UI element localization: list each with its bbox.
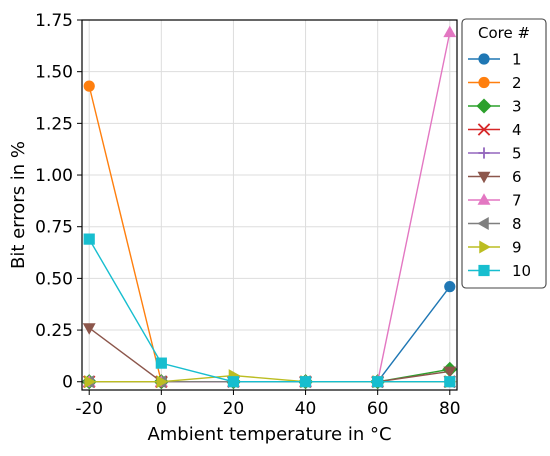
x-tick-label: 40: [295, 399, 317, 419]
legend-item-10: 10: [468, 262, 531, 280]
legend-marker: [478, 264, 490, 277]
legend-marker: [478, 76, 490, 89]
legend-item-5: 5: [468, 145, 522, 163]
data-point: [444, 376, 456, 388]
legend-marker: [479, 240, 491, 254]
legend-item-3: 3: [468, 98, 522, 116]
plot-frame: [81, 19, 458, 391]
legend-marker: [477, 193, 491, 205]
legend-item-8: 8: [468, 215, 522, 233]
legend-label: 3: [512, 98, 522, 116]
y-axis-label: Bit errors in %: [8, 141, 29, 269]
y-tick-label: 0: [62, 373, 73, 393]
legend-item-7: 7: [468, 192, 522, 210]
legend-marker: [477, 123, 491, 136]
legend-label: 4: [512, 121, 522, 139]
legend-label: 9: [512, 239, 522, 257]
series-10: [83, 233, 456, 388]
y-tick-label: 0.75: [35, 218, 73, 238]
series-7: [82, 25, 457, 387]
x-tick-label: 20: [223, 399, 245, 419]
legend-item-6: 6: [468, 168, 522, 186]
legend-marker: [478, 53, 490, 65]
plot-series: [81, 25, 458, 390]
x-tick-label: 0: [156, 399, 167, 419]
legend-label: 10: [512, 262, 531, 280]
legend-marker: [476, 98, 492, 114]
grid: [82, 19, 457, 390]
y-tick-label: 1.75: [35, 11, 73, 31]
series-2: [83, 80, 456, 388]
x-tick-label: -20: [75, 399, 103, 419]
legend-label: 7: [512, 192, 522, 210]
data-point: [443, 25, 457, 38]
x-axis-label: Ambient temperature in °C: [147, 424, 391, 445]
data-point: [444, 281, 456, 293]
y-tick-label: 0.25: [35, 321, 73, 341]
y-tick-label: 1.50: [35, 63, 73, 83]
data-point: [83, 233, 95, 245]
data-point: [156, 375, 169, 389]
legend-marker: [477, 217, 489, 230]
data-point: [82, 323, 96, 335]
legend-item-9: 9: [468, 239, 522, 257]
legend-items: 1 2 3 4 5 6 7 8 9 10: [468, 51, 531, 280]
series-1: [83, 281, 456, 388]
series-line: [88, 85, 450, 383]
data-point: [372, 376, 384, 388]
legend-item-4: 4: [468, 121, 522, 139]
data-point: [299, 376, 312, 388]
y-tick-label: 1.25: [35, 114, 73, 134]
y-tick-label: 1.00: [35, 166, 73, 186]
data-point: [155, 357, 167, 369]
axis-ticks: -20 0 20 40 60 8000.250.500.751.001.251.501.7…: [35, 11, 460, 419]
x-tick-label: 80: [439, 399, 461, 419]
legend: Core # 1 2 3 4 5 6 7 8 9 10: [461, 18, 547, 289]
legend-label: 2: [512, 74, 522, 92]
data-point: [84, 375, 96, 389]
series-line: [89, 368, 450, 383]
series-line: [89, 32, 451, 383]
legend-item-1: 1: [468, 51, 522, 69]
series-line: [88, 327, 450, 383]
series-3: [81, 361, 458, 390]
legend-item-2: 2: [468, 74, 522, 92]
x-tick-label: 60: [367, 399, 389, 419]
legend-label: 1: [512, 51, 522, 69]
data-point: [83, 80, 95, 92]
data-point: [227, 376, 240, 388]
data-point: [443, 366, 457, 379]
legend-label: 8: [512, 215, 522, 233]
series-line: [88, 238, 450, 383]
legend-label: 5: [512, 145, 522, 163]
legend-marker: [477, 171, 491, 184]
legend-title: Core #: [478, 24, 530, 42]
legend-marker: [478, 147, 490, 159]
y-tick-label: 0.50: [35, 269, 73, 289]
legend-label: 6: [512, 168, 522, 186]
